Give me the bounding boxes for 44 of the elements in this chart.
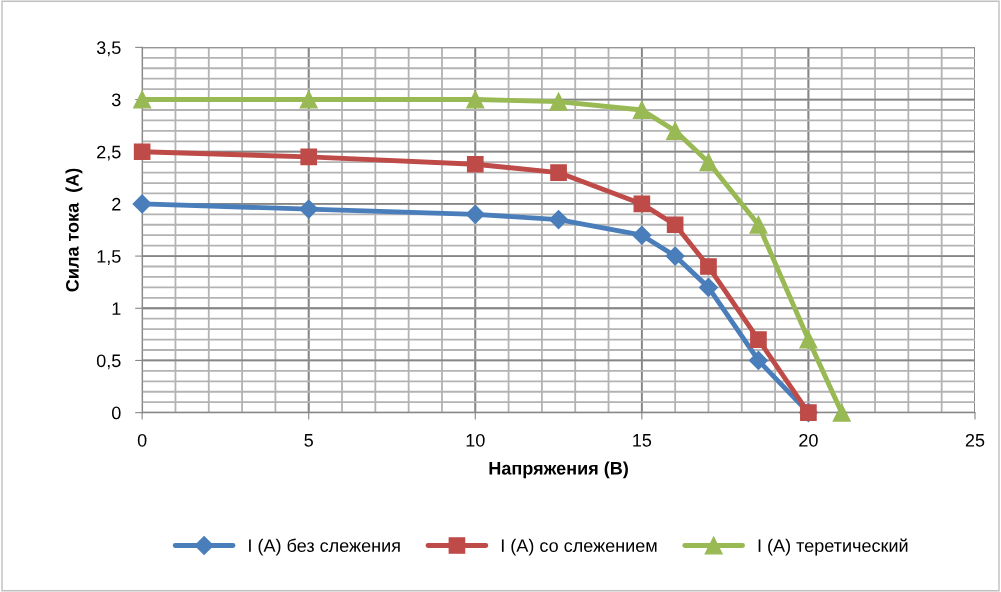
point — [633, 195, 651, 213]
x-tick-label: 0 — [137, 433, 147, 447]
point — [750, 331, 767, 348]
y-tick-label: 0 — [111, 406, 121, 420]
point — [299, 90, 318, 109]
legend-label: I (A) теретический — [758, 538, 908, 556]
x-axis-title: Напряжения (В) — [489, 461, 628, 479]
point — [749, 215, 768, 234]
x-tick-label: 20 — [799, 433, 818, 447]
y-tick-label: 1 — [112, 302, 121, 315]
point — [832, 403, 851, 422]
point — [632, 100, 651, 120]
x-tick-label: 15 — [633, 434, 652, 447]
point — [799, 330, 818, 349]
y-tick-label: 3,5 — [96, 41, 121, 57]
point — [748, 350, 768, 370]
point — [132, 194, 152, 214]
point — [465, 204, 485, 224]
x-tick-label: 5 — [304, 434, 313, 447]
point — [133, 90, 152, 109]
point — [300, 148, 318, 166]
x-tick-label: 25 — [965, 433, 985, 447]
point — [700, 258, 717, 275]
y-axis-title: Сила тока (А) — [65, 168, 83, 292]
x-tick-label: 10 — [466, 433, 485, 447]
y-tick-label: 2,5 — [97, 145, 121, 161]
point — [549, 210, 569, 230]
y-tick-label: 3 — [111, 93, 121, 107]
point — [698, 277, 719, 297]
y-tick-label: 0,5 — [96, 354, 121, 370]
y-tick-label: 1,5 — [97, 250, 121, 265]
point — [550, 164, 567, 181]
point — [133, 143, 151, 161]
point — [466, 90, 485, 109]
point — [632, 225, 652, 245]
legend-label: I (A) со слежением — [501, 538, 657, 556]
point — [466, 155, 484, 173]
point — [699, 153, 718, 172]
point — [549, 92, 568, 111]
legend-label: I (A) без слежения — [249, 538, 400, 556]
point — [665, 246, 685, 266]
point — [299, 199, 319, 219]
y-tick-label: 2 — [112, 197, 121, 211]
point — [666, 216, 684, 234]
